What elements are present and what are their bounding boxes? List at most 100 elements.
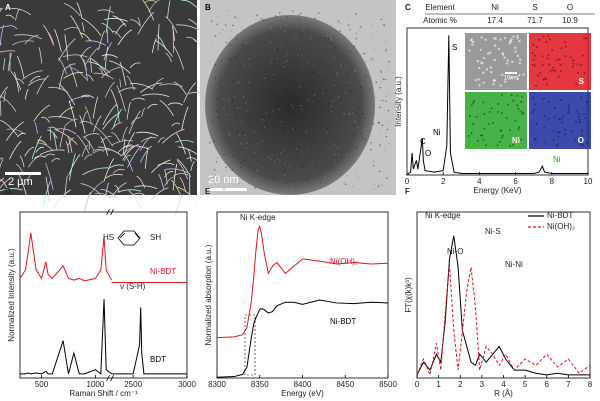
sem-flake: [100, 188, 117, 199]
tem-grain: [228, 37, 231, 39]
sem-flake: [84, 47, 99, 67]
sem-flake: [167, 0, 171, 19]
x-axis-label: Energy (KeV): [473, 186, 521, 195]
tem-grain: [211, 71, 214, 74]
sem-flake: [97, 9, 115, 14]
sem-flake: [0, 178, 10, 189]
tem-grain: [387, 66, 390, 68]
sem-flake: [171, 179, 183, 199]
tem-grain: [279, 160, 281, 162]
map-speck: [584, 117, 587, 120]
sem-speck: [501, 53, 505, 56]
sem-flake: [0, 179, 8, 190]
tem-grain: [234, 119, 237, 121]
tem-grain: [340, 66, 343, 69]
map-speck: [572, 62, 575, 65]
tem-grain: [280, 120, 282, 123]
tem-grain: [222, 28, 224, 31]
tem-grain: [268, 115, 270, 117]
map-speck: [475, 115, 478, 118]
sem-flake: [7, 25, 18, 30]
sem-flake: [152, 77, 164, 89]
tem-grain: [307, 99, 310, 102]
map-speck: [581, 144, 584, 147]
map-speck: [542, 97, 545, 100]
tem-grain: [348, 81, 351, 83]
tem-grain: [381, 124, 384, 127]
tem-grain: [286, 53, 289, 55]
sem-speck: [470, 39, 473, 42]
tem-grain: [263, 126, 266, 129]
tem-grain: [380, 18, 383, 21]
tem-grain: [330, 24, 333, 26]
tem-grain: [367, 138, 370, 140]
sem-flake: [167, 102, 183, 106]
tem-grain: [232, 100, 234, 103]
tem-grain: [310, 173, 313, 175]
map-speck: [580, 96, 583, 99]
sem-flake: [82, 111, 88, 122]
sem-flake: [0, 7, 4, 13]
sem-flake: [150, 187, 169, 201]
tem-grain: [337, 20, 340, 22]
tem-grain: [290, 59, 293, 62]
sem-speck: [506, 59, 510, 62]
map-speck: [549, 69, 552, 72]
sem-speck: [481, 71, 485, 74]
sem-flake: [98, 67, 104, 76]
x-axis-label: Raman Shift / cm⁻¹: [69, 389, 138, 398]
tem-grain: [345, 116, 347, 118]
map-speck: [567, 106, 570, 109]
sem-flake: [14, 34, 42, 40]
tem-grain: [209, 141, 211, 144]
data-line: [216, 224, 389, 339]
tem-grain: [274, 15, 277, 17]
data-line: [111, 307, 187, 375]
map-speck: [546, 57, 549, 60]
sem-flake: [58, 106, 74, 118]
sem-flake: [92, 148, 105, 152]
map-speck: [564, 55, 567, 58]
tem-grain: [365, 61, 367, 63]
tem-grain: [276, 158, 279, 160]
map-speck: [546, 83, 549, 86]
tem-grain: [269, 26, 271, 29]
data-line: [416, 235, 590, 376]
tem-grain: [337, 86, 340, 89]
tem-grain: [343, 112, 345, 115]
sem-flake: [79, 121, 94, 126]
sem-flake: [81, 17, 102, 36]
tem-grain: [311, 161, 313, 164]
sem-flake: [19, 155, 25, 168]
tem-grain: [362, 52, 365, 55]
tem-grain: [346, 174, 349, 177]
tem-grain: [314, 17, 317, 20]
tem-grain: [253, 130, 255, 133]
map-speck: [532, 96, 535, 99]
x-tick-label: 5: [523, 380, 528, 389]
sem-flake: [69, 66, 87, 80]
sem-flake: [175, 139, 194, 143]
tem-grain: [299, 104, 302, 107]
sem-speck: [518, 58, 522, 61]
tem-grain: [214, 35, 217, 37]
tem-grain: [339, 30, 341, 32]
sem-flake: [105, 173, 123, 179]
sem-flake: [111, 132, 121, 142]
tem-grain: [332, 35, 335, 38]
sem-flake: [154, 40, 173, 57]
tem-grain: [317, 188, 319, 190]
sem-flake: [64, 34, 69, 61]
tem-grain: [242, 96, 245, 98]
legend-label: Ni(OH)₂: [547, 222, 575, 231]
tem-grain: [274, 93, 277, 95]
tem-grain: [297, 14, 299, 17]
tem-grain: [268, 36, 271, 39]
tem-grain: [283, 61, 285, 64]
table-cell: 71.7: [527, 16, 543, 25]
tem-grain: [357, 126, 359, 129]
tem-grain: [262, 91, 265, 93]
tem-grain: [347, 62, 350, 65]
map-speck: [538, 38, 541, 41]
sem-flake: [79, 115, 86, 134]
